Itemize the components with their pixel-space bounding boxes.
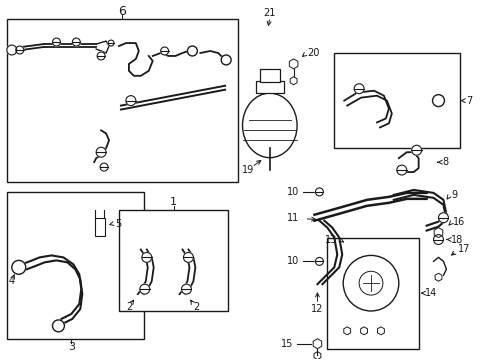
Circle shape	[434, 235, 443, 244]
Circle shape	[142, 252, 152, 262]
Circle shape	[181, 284, 192, 294]
Circle shape	[221, 55, 231, 65]
Circle shape	[108, 40, 114, 46]
Circle shape	[433, 95, 444, 107]
Bar	[7, 19, 238, 182]
Circle shape	[161, 47, 169, 55]
Ellipse shape	[243, 93, 297, 158]
Circle shape	[354, 84, 364, 94]
Text: 5: 5	[115, 219, 121, 229]
Text: 4: 4	[9, 276, 15, 286]
Text: 13: 13	[325, 234, 337, 244]
Text: 11: 11	[287, 213, 299, 223]
Circle shape	[12, 260, 25, 274]
Circle shape	[52, 38, 60, 46]
Text: 1: 1	[170, 197, 177, 207]
Circle shape	[412, 145, 421, 155]
Circle shape	[397, 165, 407, 175]
Bar	[260, 69, 280, 82]
Bar	[256, 81, 284, 93]
Circle shape	[97, 52, 105, 60]
Circle shape	[126, 96, 136, 105]
Bar	[327, 238, 418, 349]
Text: 8: 8	[442, 157, 448, 167]
Text: 9: 9	[451, 190, 458, 200]
Text: 20: 20	[308, 48, 320, 58]
Bar	[334, 53, 460, 148]
Text: 2: 2	[193, 302, 199, 312]
Text: 15: 15	[281, 339, 294, 349]
Circle shape	[96, 147, 106, 157]
Circle shape	[183, 252, 194, 262]
Text: 3: 3	[68, 342, 75, 352]
Circle shape	[343, 255, 399, 311]
Bar	[119, 210, 228, 311]
Text: 18: 18	[451, 234, 464, 244]
Circle shape	[316, 188, 323, 196]
Text: 2: 2	[126, 302, 132, 312]
Text: 6: 6	[119, 5, 126, 18]
Text: 19: 19	[242, 165, 254, 175]
Text: 10: 10	[287, 187, 299, 197]
Circle shape	[140, 284, 150, 294]
Text: 12: 12	[311, 304, 323, 314]
Text: 10: 10	[287, 256, 299, 266]
Circle shape	[73, 38, 80, 46]
Circle shape	[316, 257, 323, 265]
Text: 7: 7	[466, 96, 472, 105]
Text: 14: 14	[425, 288, 437, 298]
Circle shape	[188, 46, 197, 56]
Text: 16: 16	[453, 217, 465, 227]
Text: 17: 17	[458, 244, 471, 255]
Circle shape	[16, 46, 24, 54]
Circle shape	[7, 45, 17, 55]
Circle shape	[52, 320, 64, 332]
Bar	[7, 192, 144, 339]
Circle shape	[439, 213, 448, 223]
Bar	[95, 218, 105, 235]
Text: 21: 21	[264, 8, 276, 18]
Circle shape	[100, 163, 108, 171]
